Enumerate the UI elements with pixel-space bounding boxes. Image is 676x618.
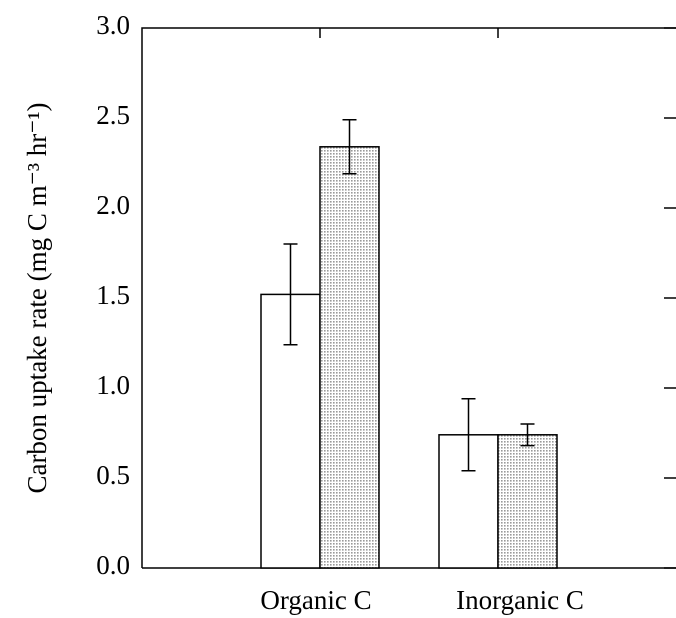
error-bar: [283, 243, 298, 346]
y-axis-title: Carbon uptake rate (mg C m⁻³ hr⁻¹): [22, 102, 52, 493]
y-tick-label: 0.0: [96, 550, 130, 580]
x-tick-label: Organic C: [260, 585, 371, 615]
y-tick-label: 1.0: [96, 370, 130, 400]
x-tick-label: Inorganic C: [456, 585, 584, 615]
bar: [319, 146, 380, 569]
y-tick-label: 3.0: [96, 10, 130, 40]
y-tick-label: 0.5: [96, 460, 130, 490]
y-tick-label: 1.5: [96, 280, 130, 310]
plot-frame: [141, 27, 676, 569]
error-bar: [461, 398, 476, 472]
y-tick-label: 2.5: [96, 100, 130, 130]
error-bar: [520, 423, 535, 447]
y-tick-label: 2.0: [96, 190, 130, 220]
error-bar: [342, 119, 357, 175]
bar: [497, 434, 558, 569]
